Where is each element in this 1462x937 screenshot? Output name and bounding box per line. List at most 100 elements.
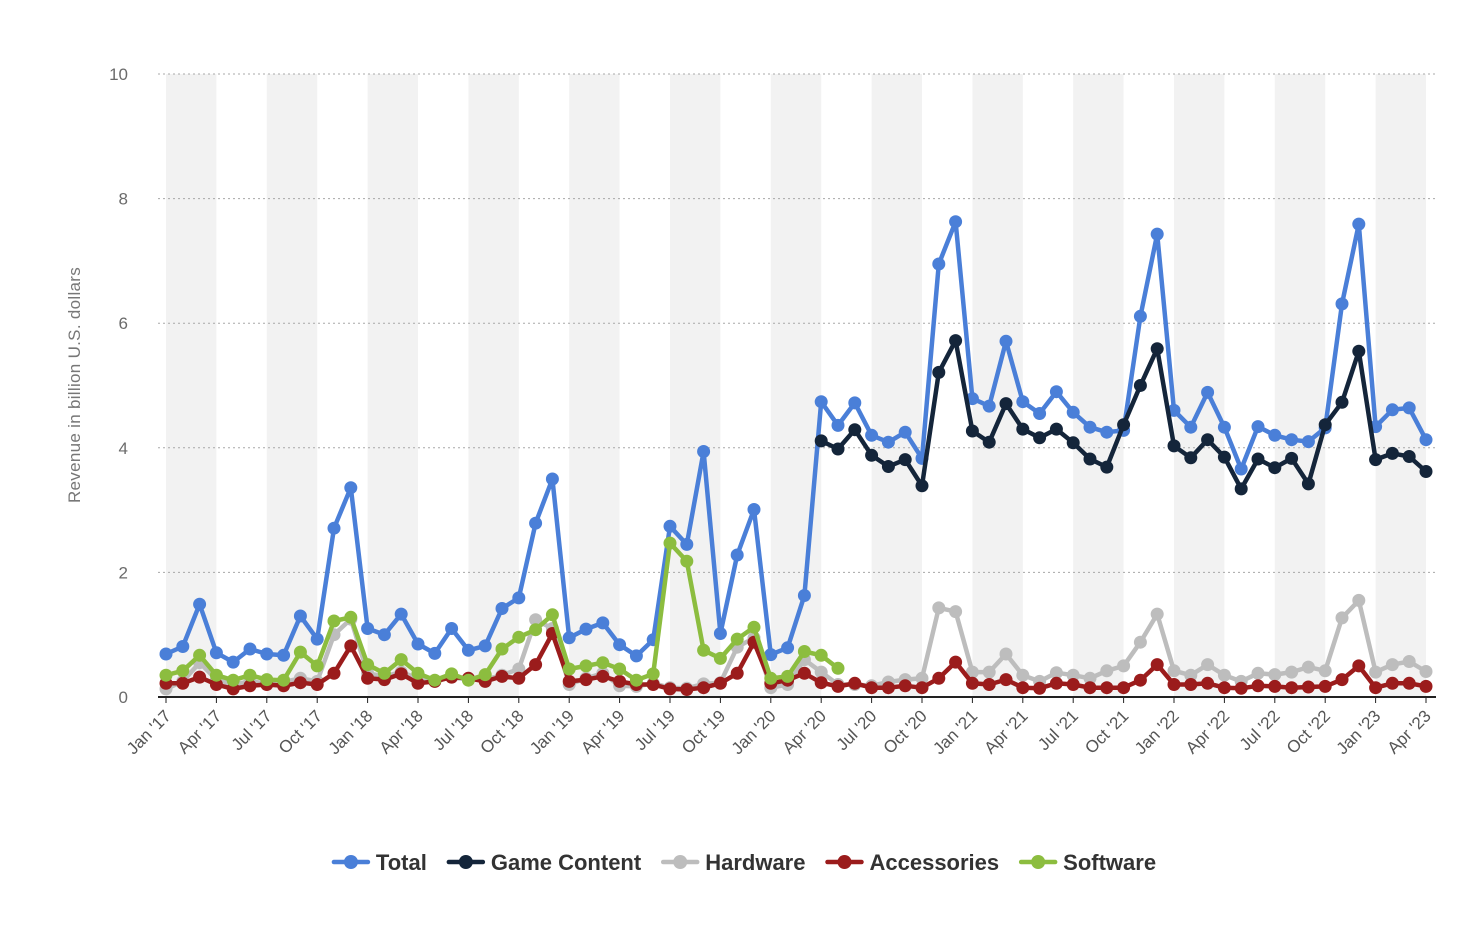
data-point <box>176 676 190 690</box>
legend-item-total[interactable]: Total <box>331 850 427 875</box>
data-point <box>1167 439 1181 453</box>
data-point <box>411 637 425 651</box>
data-point <box>1335 611 1349 625</box>
data-point <box>377 628 391 642</box>
y-axis-title: Revenue in billion U.S. dollars <box>65 267 84 503</box>
data-point <box>361 658 375 672</box>
data-point <box>209 678 223 691</box>
data-point <box>781 641 795 655</box>
data-point <box>579 673 593 687</box>
series-lines <box>159 215 1433 696</box>
data-point <box>713 676 727 690</box>
data-point <box>1033 431 1047 445</box>
data-point <box>193 648 207 662</box>
data-point <box>1033 407 1047 420</box>
data-point <box>1083 420 1097 434</box>
data-point <box>797 666 811 680</box>
data-point <box>949 215 963 229</box>
data-point <box>814 676 828 690</box>
data-point <box>529 516 543 530</box>
legend-item-software[interactable]: Software <box>1018 850 1156 875</box>
legend-marker <box>673 855 688 869</box>
data-point <box>159 647 173 661</box>
data-point <box>310 659 324 673</box>
x-tick-label: Apr '23 <box>1384 706 1435 757</box>
data-point <box>680 683 694 696</box>
data-point <box>344 481 358 495</box>
quarter-band <box>166 74 217 697</box>
column-bands <box>166 74 1426 697</box>
legend-label: Game Content <box>491 850 642 875</box>
x-tick-label: Jan '20 <box>728 706 780 758</box>
data-point <box>1133 635 1147 649</box>
data-point <box>512 671 526 685</box>
data-point <box>1285 433 1299 447</box>
data-point <box>545 608 559 622</box>
data-point <box>394 667 408 681</box>
data-point <box>1352 344 1366 358</box>
data-point <box>1301 680 1315 694</box>
quarter-band <box>1274 74 1326 697</box>
data-point <box>377 666 391 680</box>
data-point <box>411 666 425 680</box>
data-point <box>562 674 576 688</box>
data-point <box>881 435 895 449</box>
series-software <box>159 536 845 687</box>
data-point <box>1066 405 1080 419</box>
data-point <box>965 665 979 679</box>
legend-item-accessories[interactable]: Accessories <box>825 850 999 875</box>
data-point <box>915 671 929 685</box>
data-point <box>1150 342 1164 356</box>
data-point <box>1016 668 1030 682</box>
data-point <box>1150 658 1164 672</box>
data-point <box>596 616 610 630</box>
data-point <box>1369 681 1383 695</box>
data-point <box>209 668 223 682</box>
data-point <box>999 397 1013 411</box>
data-point <box>1184 420 1198 434</box>
data-point <box>596 656 610 670</box>
data-point <box>1049 385 1063 399</box>
data-point <box>613 674 627 688</box>
data-point <box>814 665 828 679</box>
data-point <box>965 676 979 690</box>
data-point <box>1268 461 1282 475</box>
y-tick-label: 8 <box>119 190 128 209</box>
x-tick-label: Oct '17 <box>275 706 326 757</box>
data-point <box>747 503 761 516</box>
x-tick-label: Jul '22 <box>1236 706 1284 754</box>
legend-item-game-content[interactable]: Game Content <box>446 850 642 875</box>
data-point <box>1268 668 1282 682</box>
data-point <box>327 521 341 535</box>
data-point <box>1201 433 1215 447</box>
quarter-band <box>871 74 922 697</box>
data-point <box>831 661 845 675</box>
data-point <box>1049 676 1063 690</box>
data-point <box>680 554 694 568</box>
y-tick-label: 0 <box>119 688 128 707</box>
data-point <box>1268 679 1282 693</box>
data-point <box>814 434 828 448</box>
data-point <box>1150 607 1164 621</box>
data-point <box>865 681 879 695</box>
data-point <box>932 601 946 615</box>
data-point <box>411 676 425 690</box>
data-point <box>512 662 526 676</box>
y-tick-label: 2 <box>119 563 128 582</box>
data-point <box>579 622 593 636</box>
data-point <box>1385 403 1399 417</box>
y-axis-ticks: 0 2 4 6 8 10 <box>109 65 128 707</box>
data-point <box>1117 681 1131 695</box>
data-point <box>999 334 1013 348</box>
data-point <box>1167 403 1181 417</box>
series-line-total <box>163 219 1429 665</box>
data-point <box>932 671 946 685</box>
data-point <box>1201 385 1215 399</box>
data-point <box>1083 452 1097 466</box>
data-point <box>730 632 744 646</box>
legend-item-hardware[interactable]: Hardware <box>660 850 805 875</box>
quarter-band <box>670 74 721 697</box>
data-point <box>461 643 475 657</box>
